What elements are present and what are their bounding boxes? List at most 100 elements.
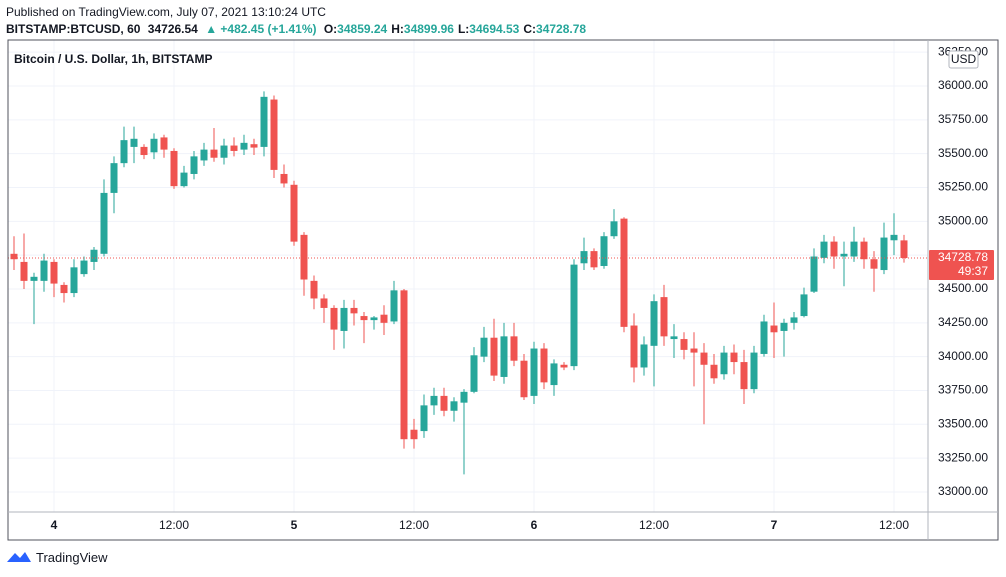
candle-body — [820, 241, 828, 258]
candle-body — [550, 363, 558, 386]
logo — [7, 552, 31, 562]
candle-body — [230, 145, 238, 151]
candle-body — [470, 355, 478, 392]
candle-body — [260, 96, 268, 147]
candle-body — [730, 352, 738, 363]
footer: TradingView — [6, 549, 108, 565]
candle-body — [200, 149, 208, 161]
y-tick-label: 35750.00 — [938, 112, 988, 126]
candle-body — [430, 395, 438, 406]
candle-body — [380, 314, 388, 323]
x-tick-label: 7 — [771, 518, 778, 532]
candle-body — [600, 236, 608, 266]
ohlc-value: 34859.24 — [337, 22, 388, 36]
candle-body — [710, 364, 718, 379]
y-tick-label: 34000.00 — [938, 349, 988, 363]
candle-body — [440, 395, 448, 411]
candle-body — [760, 321, 768, 354]
candle-body — [790, 317, 798, 323]
candle-body — [150, 138, 158, 153]
candle-body — [900, 240, 908, 259]
y-tick-label: 35500.00 — [938, 146, 988, 160]
candle-body — [350, 307, 358, 314]
candle-body — [110, 163, 118, 193]
candle-body — [570, 264, 578, 367]
candle-body — [770, 325, 778, 333]
candle-body — [660, 297, 668, 337]
candle-body — [140, 146, 148, 156]
candle-body — [740, 362, 748, 390]
candle-body — [210, 149, 218, 158]
ohlc: O:34859.24 H:34899.96 L:34694.53 C:34728.78 — [324, 22, 590, 36]
candle-body — [290, 184, 298, 242]
candle-body — [410, 429, 418, 440]
y-tick-label: 33250.00 — [938, 450, 988, 464]
candle-body — [420, 405, 428, 432]
candle-body — [800, 294, 808, 317]
currency-badge — [948, 50, 979, 69]
candle-body — [120, 140, 128, 164]
candle-body — [620, 218, 628, 327]
ohlc-label: C: — [523, 22, 537, 36]
candle-body — [370, 317, 378, 321]
y-tick-label: 33750.00 — [938, 383, 988, 397]
candle-body — [60, 284, 68, 294]
candle-body — [30, 276, 38, 281]
candle-body — [270, 99, 278, 170]
candle-body — [810, 256, 818, 292]
y-tick-label: 33500.00 — [938, 416, 988, 430]
symbol-bar: BITSTAMP:BTCUSD, 60 34726.54 ▲ +482.45 (… — [6, 22, 594, 36]
y-tick-label: 35250.00 — [938, 180, 988, 194]
candle-body — [240, 142, 248, 150]
candle-body — [310, 280, 318, 299]
candle-body — [460, 391, 468, 403]
candle-body — [610, 221, 618, 237]
candle-body — [70, 267, 78, 294]
candle-body — [180, 172, 188, 187]
candle-body — [540, 348, 548, 383]
candle-body — [840, 253, 848, 257]
candle-body — [530, 348, 538, 396]
plot-area — [8, 91, 928, 475]
y-tick-label: 33000.00 — [938, 484, 988, 498]
candle-body — [450, 401, 458, 411]
candle-body — [850, 241, 858, 257]
candle-body — [300, 234, 308, 280]
candle-body — [590, 251, 598, 268]
candle-body — [670, 336, 678, 340]
candle-body — [890, 234, 898, 241]
candle-body — [160, 137, 168, 150]
x-tick-label: 4 — [51, 518, 58, 532]
ohlc-value: 34728.78 — [536, 22, 587, 36]
grid — [8, 40, 928, 512]
candle-body — [830, 241, 838, 257]
candle-body — [880, 237, 888, 271]
candle-body — [250, 144, 258, 148]
last-price-tag — [929, 250, 994, 281]
chart: 33000.00 33250.00 33500.00 33750.00 34000.00… — [7, 39, 999, 541]
price: 34726.54 — [147, 22, 198, 36]
candle-body — [20, 261, 28, 281]
currency: USD — [951, 52, 977, 66]
x-tick-label: 12:00 — [399, 518, 429, 532]
candle-body — [280, 173, 288, 184]
candle-body — [860, 241, 868, 260]
candle-body — [10, 253, 18, 260]
candle-body — [750, 352, 758, 390]
candle-body — [680, 339, 688, 350]
candle-body — [640, 344, 648, 368]
ohlc-label: H: — [391, 22, 404, 36]
candle-body — [520, 360, 528, 398]
candle-body — [390, 290, 398, 322]
candle-body — [170, 150, 178, 187]
x-tick-label: 6 — [531, 518, 538, 532]
chart-title: Bitcoin / U.S. Dollar, 1h, BITSTAMP — [14, 52, 212, 66]
y-tick-label: 34500.00 — [938, 281, 988, 295]
candle-body — [320, 298, 328, 308]
candle-body — [700, 352, 708, 365]
candle-body — [630, 325, 638, 368]
candle-body — [480, 337, 488, 357]
candle-body — [560, 364, 568, 368]
y-tick-label: 35000.00 — [938, 214, 988, 228]
candle-body — [100, 192, 108, 254]
